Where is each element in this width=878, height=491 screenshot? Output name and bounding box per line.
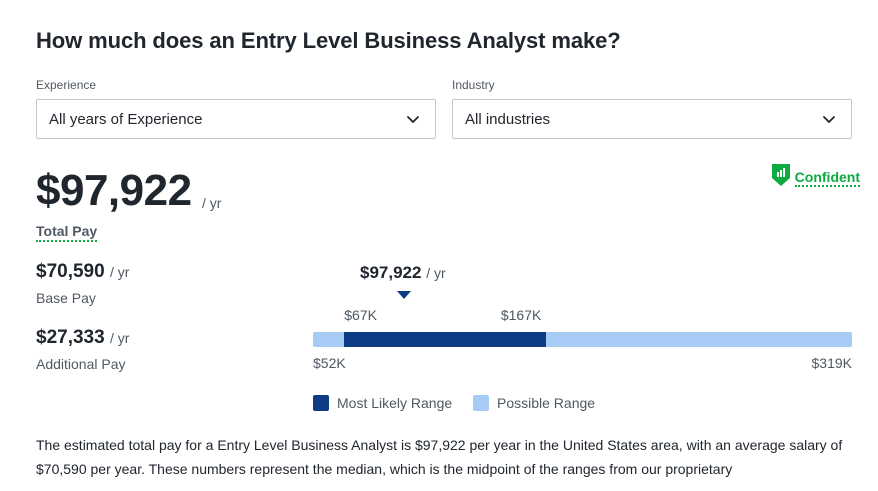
- experience-filter-label: Experience: [36, 78, 97, 92]
- median-pay-label: $97,922 / yr: [360, 263, 446, 283]
- total-pay-label[interactable]: Total Pay: [36, 223, 98, 242]
- experience-select-value: All years of Experience: [49, 110, 203, 128]
- chevron-down-icon: [823, 116, 835, 123]
- chevron-down-icon: [407, 116, 419, 123]
- total-pay-unit: / yr: [202, 195, 222, 211]
- base-pay-amount: $70,590: [36, 261, 105, 282]
- industry-select-value: All industries: [465, 110, 551, 128]
- legend-swatch-likely: [313, 395, 329, 411]
- experience-select[interactable]: All years of Experience: [36, 99, 436, 139]
- additional-pay-label: Additional Pay: [36, 356, 126, 372]
- base-pay-unit: / yr: [109, 264, 130, 280]
- legend-likely-label: Most Likely Range: [337, 395, 453, 411]
- median-pay-value: $97,922: [360, 263, 422, 282]
- industry-select[interactable]: All industries: [452, 99, 852, 139]
- legend-possible: Possible Range: [473, 395, 595, 411]
- confidence-label: Confident: [794, 169, 860, 187]
- legend-swatch-possible: [473, 395, 489, 411]
- likely-range-bar: [344, 332, 546, 347]
- page-title: How much does an Entry Level Business An…: [36, 28, 621, 53]
- base-pay-label: Base Pay: [36, 290, 96, 306]
- additional-pay-value: $27,333 / yr: [36, 327, 129, 349]
- industry-filter-label: Industry: [452, 78, 495, 92]
- additional-pay-amount: $27,333: [36, 327, 105, 348]
- confidence-badge[interactable]: Confident: [771, 163, 860, 187]
- additional-pay-unit: / yr: [109, 330, 130, 346]
- median-pay-unit: / yr: [426, 265, 446, 281]
- possible-range-bar: [313, 332, 852, 347]
- salary-description: The estimated total pay for a Entry Leve…: [36, 437, 843, 477]
- median-marker: [397, 291, 411, 299]
- legend-most-likely: Most Likely Range: [313, 395, 452, 411]
- total-pay-value: $97,922: [36, 166, 192, 215]
- shield-chart-icon: [771, 164, 790, 186]
- possible-high-label: $319K: [811, 355, 852, 371]
- likely-low-label: $67K: [344, 307, 377, 323]
- likely-high-label: $167K: [500, 307, 542, 323]
- base-pay-value: $70,590 / yr: [36, 261, 129, 283]
- possible-low-label: $52K: [313, 355, 346, 371]
- legend-possible-label: Possible Range: [497, 395, 596, 411]
